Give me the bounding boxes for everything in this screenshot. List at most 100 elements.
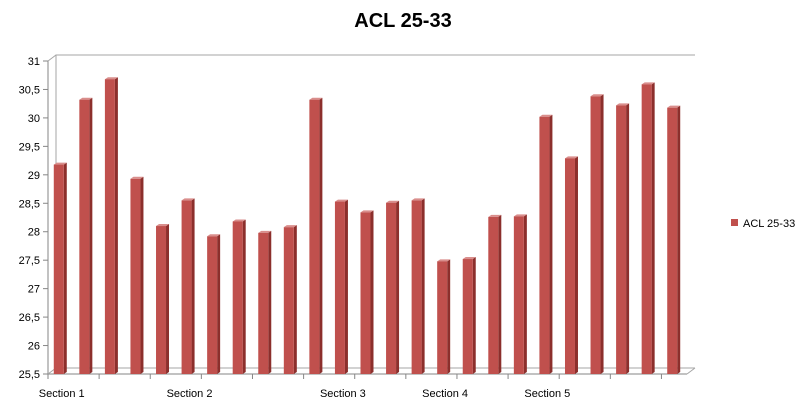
bar-top: [79, 97, 93, 100]
y-tick-label: 28: [28, 227, 40, 239]
x-tick-label: Section 1: [39, 388, 85, 400]
bar-top: [386, 200, 400, 203]
wall-top-edge: [47, 54, 57, 62]
y-tick-label: 27,5: [19, 255, 40, 267]
bar: [513, 216, 524, 374]
bar: [53, 164, 64, 374]
y-tick-label: 31: [28, 56, 40, 68]
bar-side: [344, 199, 348, 374]
y-tick-label: 25,5: [19, 369, 40, 381]
bar: [283, 227, 294, 374]
bar-side: [89, 97, 93, 374]
bar-top: [513, 214, 527, 217]
bar: [232, 221, 243, 374]
x-tick-label: Section 2: [167, 388, 213, 400]
bar: [386, 202, 397, 374]
bar-top: [181, 198, 195, 201]
bar-side: [447, 259, 451, 374]
legend-label: ACL 25-33: [743, 218, 795, 230]
bar-side: [242, 219, 246, 374]
bar-top: [232, 219, 246, 222]
bar-top: [462, 257, 476, 260]
bar-side: [140, 176, 144, 374]
plot-area: 25,5 26 26,5 27 27,5 28 28,5 29 29,5 30 30,5 31 Sect…: [19, 54, 696, 400]
bar-side: [370, 210, 374, 374]
bar-side: [166, 224, 170, 374]
bar: [437, 261, 448, 374]
bar-side: [396, 200, 400, 374]
y-tick-label: 28,5: [19, 198, 40, 210]
bar-top: [590, 94, 604, 97]
bar-side: [63, 162, 67, 374]
bar-top: [53, 162, 67, 165]
bar-top: [539, 114, 553, 117]
bar-side: [498, 214, 502, 374]
bar: [667, 107, 678, 374]
bar: [564, 158, 575, 374]
bar-top: [667, 105, 681, 108]
bar: [539, 116, 550, 375]
bar-side: [523, 214, 527, 374]
bar-top: [360, 210, 374, 213]
bar: [309, 99, 320, 374]
bar-side: [217, 234, 221, 374]
bar-top: [564, 156, 578, 159]
bar: [360, 212, 371, 374]
bar: [79, 99, 90, 374]
bar-top: [488, 214, 502, 217]
bar-top: [641, 82, 655, 85]
bar-top: [207, 234, 221, 237]
bar: [462, 259, 473, 374]
bar: [181, 200, 192, 374]
bar-top: [334, 199, 348, 202]
y-tick-label: 26,5: [19, 312, 40, 324]
x-tick-label: Section 3: [320, 388, 366, 400]
bar-side: [600, 94, 604, 375]
bar-side: [191, 198, 195, 374]
bar-top: [258, 230, 272, 233]
bar: [590, 96, 601, 375]
x-tick-label: Section 4: [422, 388, 468, 400]
bar-top: [309, 97, 323, 100]
y-tick-label: 27: [28, 284, 40, 296]
bar-top: [616, 103, 630, 106]
legend: ACL 25-33: [731, 218, 795, 230]
bar-side: [472, 257, 476, 374]
bar: [130, 178, 141, 374]
y-tick-label: 26: [28, 341, 40, 353]
y-tick-label: 30,5: [19, 84, 40, 96]
chart-title: ACL 25-33: [354, 10, 451, 32]
bar: [334, 201, 345, 374]
bar-side: [574, 156, 578, 374]
bar-side: [293, 225, 297, 374]
bar-side: [421, 198, 425, 374]
bar: [411, 200, 422, 374]
bar-side: [549, 114, 553, 375]
bar: [156, 226, 167, 374]
bar: [641, 84, 652, 374]
bar-top: [130, 176, 144, 179]
bar-side: [626, 103, 630, 374]
bar-top: [437, 259, 451, 262]
bar-side: [319, 97, 323, 374]
bar-top: [283, 225, 297, 228]
bar: [104, 79, 115, 374]
floor-right-edge: [686, 367, 696, 375]
bar-side: [114, 77, 118, 374]
bar-side: [268, 230, 272, 374]
y-tick-label: 29,5: [19, 141, 40, 153]
legend-swatch: [731, 219, 738, 226]
y-tick-label: 30: [28, 113, 40, 125]
bar: [488, 216, 499, 374]
bar-side: [651, 82, 655, 374]
bar: [616, 105, 627, 374]
y-tick-label: 29: [28, 170, 40, 182]
bar-top: [104, 77, 118, 80]
bar: [207, 236, 218, 374]
bar-side: [677, 105, 681, 374]
bar: [258, 232, 269, 374]
x-tick-label: Section 5: [524, 388, 570, 400]
bar-top: [411, 198, 425, 201]
